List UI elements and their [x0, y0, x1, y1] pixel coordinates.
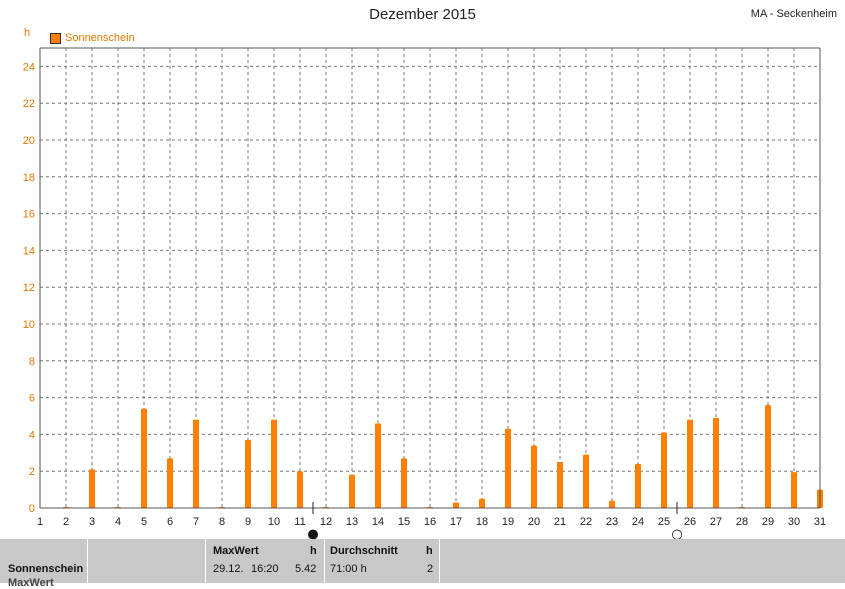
- row-label-2: MaxWert: [8, 577, 54, 589]
- x-tick-label: 31: [814, 516, 826, 528]
- row-label: Sonnenschein: [8, 563, 84, 575]
- bar-day-27: [713, 417, 719, 508]
- x-tick-label: 1: [37, 516, 43, 528]
- x-tick-label: 24: [632, 516, 644, 528]
- row-label-cell: Sonnenschein MaxWert: [0, 539, 88, 589]
- y-tick-label: 0: [29, 503, 35, 515]
- maxwert-unit: h: [310, 545, 317, 557]
- bar-day-20: [531, 445, 537, 508]
- legend-swatch: [50, 32, 61, 44]
- y-tick-label: 20: [23, 135, 35, 147]
- bar-day-17: [453, 502, 459, 508]
- x-tick-label: 16: [424, 516, 436, 528]
- y-tick-label: 14: [23, 245, 35, 257]
- bar-day-10: [271, 419, 277, 508]
- bar-day-15: [401, 458, 407, 508]
- y-unit-label: h: [24, 27, 31, 39]
- y-tick-label: 12: [23, 282, 35, 294]
- legend-label: Sonnenschein: [65, 32, 135, 44]
- bar-day-14: [375, 423, 381, 508]
- x-tick-label: 19: [502, 516, 514, 528]
- x-tick-label: 2: [63, 516, 69, 528]
- station-label: MA - Seckenheim: [750, 8, 837, 20]
- bar-day-24: [635, 463, 641, 508]
- bar-day-3: [89, 469, 95, 508]
- maxwert-time: 16:20: [251, 563, 279, 575]
- axes: [39, 47, 821, 509]
- maxwert-date: 29.12.: [213, 563, 244, 575]
- x-tick-label: 6: [167, 516, 173, 528]
- bar-day-19: [505, 428, 511, 508]
- maxwert-header: MaxWert: [213, 545, 259, 557]
- bar-day-25: [661, 432, 667, 508]
- x-tick-label: 14: [372, 516, 384, 528]
- bar-day-30: [791, 472, 797, 508]
- y-tick-label: 8: [29, 356, 35, 368]
- durchschnitt-cell: Durchschnitt h 71:00 h 2: [325, 539, 440, 583]
- x-tick-label: 23: [606, 516, 618, 528]
- summary-table: Sonnenschein MaxWert MaxWert h 29.12. 16…: [0, 539, 845, 589]
- x-tick-label: 11: [294, 516, 305, 528]
- x-tick-label: 4: [115, 516, 121, 528]
- y-tick-label: 18: [23, 172, 35, 184]
- spacer-cell: [88, 539, 206, 583]
- x-tick-label: 29: [762, 516, 774, 528]
- bar-day-21: [557, 462, 563, 508]
- y-tick-label: 24: [23, 61, 35, 73]
- durchschnitt-header: Durchschnitt: [330, 545, 398, 557]
- durchschnitt-value-2: 2: [427, 563, 434, 575]
- maxwert-value: 5.42: [295, 563, 317, 575]
- x-tick-label: 25: [658, 516, 670, 528]
- x-tick-label: 8: [219, 516, 225, 528]
- x-tick-label: 22: [580, 516, 592, 528]
- bar-day-29: [765, 404, 771, 508]
- chart-title: Dezember 2015: [369, 6, 476, 23]
- bars: [63, 404, 823, 508]
- y-tick-label: 4: [29, 429, 35, 441]
- legend: Sonnenschein: [50, 32, 135, 44]
- y-tick-label: 16: [23, 209, 35, 221]
- x-tick-label: 17: [450, 516, 462, 528]
- x-tick-label: 20: [528, 516, 540, 528]
- x-tick-label: 27: [710, 516, 722, 528]
- durchschnitt-unit: h: [426, 545, 433, 557]
- x-tick-label: 10: [268, 516, 280, 528]
- bar-day-11: [297, 471, 303, 508]
- maxwert-cell: MaxWert h 29.12. 16:20 5.42: [206, 539, 325, 583]
- x-tick-label: 30: [788, 516, 800, 528]
- bar-day-26: [687, 419, 693, 508]
- y-tick-label: 2: [29, 466, 35, 478]
- x-tick-label: 3: [89, 516, 95, 528]
- x-tick-label: 26: [684, 516, 696, 528]
- x-tick-label: 13: [346, 516, 358, 528]
- durchschnitt-value: 71:00 h: [330, 563, 367, 575]
- x-tick-label: 21: [554, 516, 566, 528]
- bar-day-13: [349, 474, 355, 508]
- bar-day-23: [609, 500, 615, 508]
- bar-day-22: [583, 454, 589, 508]
- y-tick-label: 22: [23, 98, 35, 110]
- x-tick-label: 28: [736, 516, 748, 528]
- x-tick-label: 15: [398, 516, 410, 528]
- full-moon-icon: ○: [671, 527, 682, 539]
- x-tick-label: 12: [320, 516, 332, 528]
- moon-markers: ● ○: [307, 502, 683, 539]
- bar-day-9: [245, 439, 251, 508]
- x-tick-label: 18: [476, 516, 488, 528]
- x-tick-label: 7: [193, 516, 199, 528]
- bar-day-7: [193, 419, 199, 508]
- bar-day-6: [167, 458, 173, 508]
- y-tick-label: 6: [29, 393, 35, 405]
- x-tick-label: 5: [141, 516, 147, 528]
- bar-day-18: [479, 498, 485, 508]
- new-moon-icon: ●: [307, 527, 318, 539]
- grid: [40, 48, 821, 508]
- bar-day-5: [141, 408, 147, 508]
- x-tick-label: 9: [245, 516, 251, 528]
- y-tick-label: 10: [23, 319, 35, 331]
